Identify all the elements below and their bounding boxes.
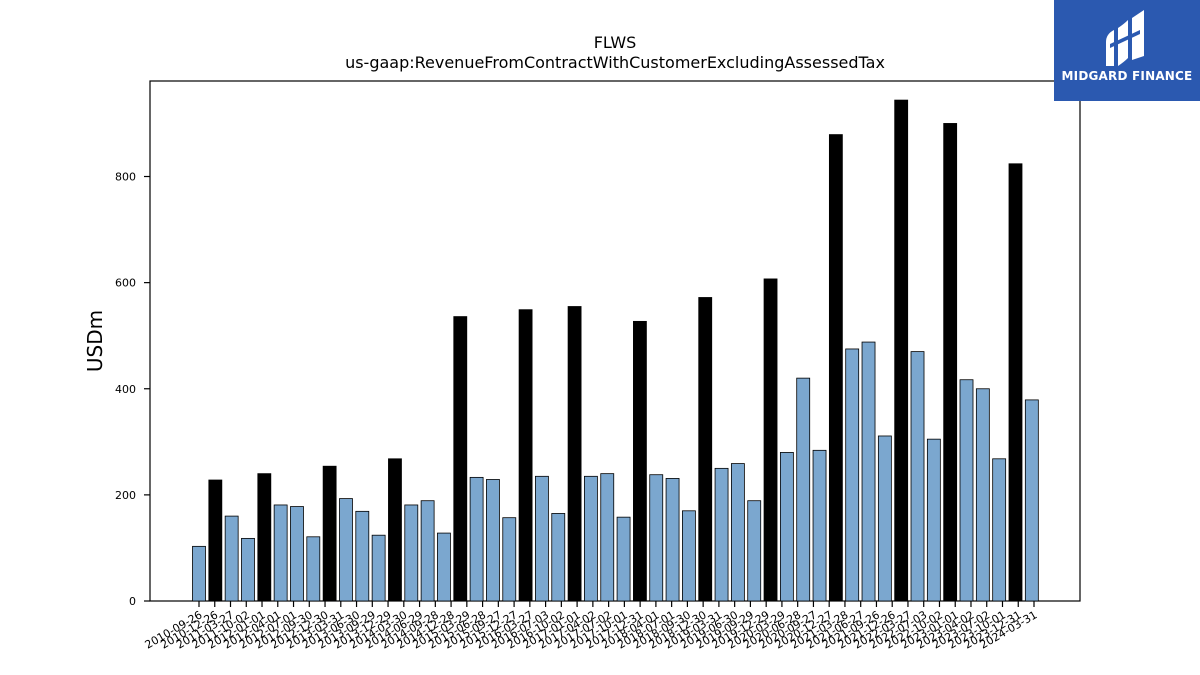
bar [257, 473, 272, 602]
bar [306, 536, 321, 602]
y-axis: 0 200 400 600 800 [115, 171, 150, 608]
bar [224, 515, 239, 602]
bars-group [192, 99, 1039, 602]
bar [616, 516, 631, 602]
bar [453, 316, 468, 602]
bar [714, 467, 729, 602]
bar [812, 449, 827, 602]
bar [600, 473, 615, 602]
bar [486, 479, 500, 602]
bar [584, 475, 598, 602]
bar [910, 351, 925, 602]
bar [535, 475, 549, 602]
bar [943, 123, 958, 602]
bar [763, 278, 778, 602]
bar [877, 435, 892, 602]
bar [322, 465, 337, 602]
bar [355, 510, 370, 602]
chart-title: FLWS [594, 33, 637, 52]
bar [1008, 163, 1023, 602]
bar [894, 99, 909, 602]
bar [828, 134, 843, 602]
bar [208, 479, 223, 602]
bar [241, 537, 255, 602]
y-tick-label: 600 [115, 277, 136, 290]
bar [551, 513, 566, 602]
bar [404, 504, 419, 602]
y-tick-label: 800 [115, 171, 136, 184]
bar [388, 458, 402, 602]
bar [633, 320, 647, 602]
bar [861, 341, 876, 602]
logo-text: MIDGARD FINANCE [1061, 69, 1193, 83]
bar [975, 388, 990, 602]
midgard-finance-logo: MIDGARD FINANCE [1054, 0, 1200, 101]
x-axis: 2010-09-262010-12-262011-03-272011-10-02… [143, 601, 1040, 652]
bar [682, 510, 696, 602]
bar [665, 478, 680, 602]
bar [747, 500, 762, 602]
bar [437, 532, 451, 602]
bar [518, 309, 533, 602]
chart-subtitle: us-gaap:RevenueFromContractWithCustomerE… [345, 53, 885, 72]
bar [649, 474, 664, 602]
bar [339, 498, 353, 602]
bar [290, 506, 304, 602]
bar [730, 463, 745, 602]
midgard-logo-icon [1054, 0, 1200, 101]
y-axis-label: USDm [83, 310, 107, 372]
bar [567, 306, 582, 602]
bar [371, 534, 386, 602]
bar [273, 504, 288, 602]
bar [502, 517, 517, 602]
bar [1024, 399, 1039, 602]
y-tick-label: 200 [115, 489, 136, 502]
bar [959, 379, 974, 602]
plot-frame [149, 80, 1081, 602]
bar [796, 377, 811, 602]
bar [192, 545, 206, 602]
bar [698, 297, 713, 602]
bar [845, 348, 860, 602]
bar [926, 438, 941, 602]
y-tick-label: 0 [129, 595, 136, 608]
bar [992, 458, 1007, 602]
bar [779, 452, 794, 602]
bar [420, 500, 435, 602]
y-tick-label: 400 [115, 383, 136, 396]
bar [469, 476, 484, 602]
